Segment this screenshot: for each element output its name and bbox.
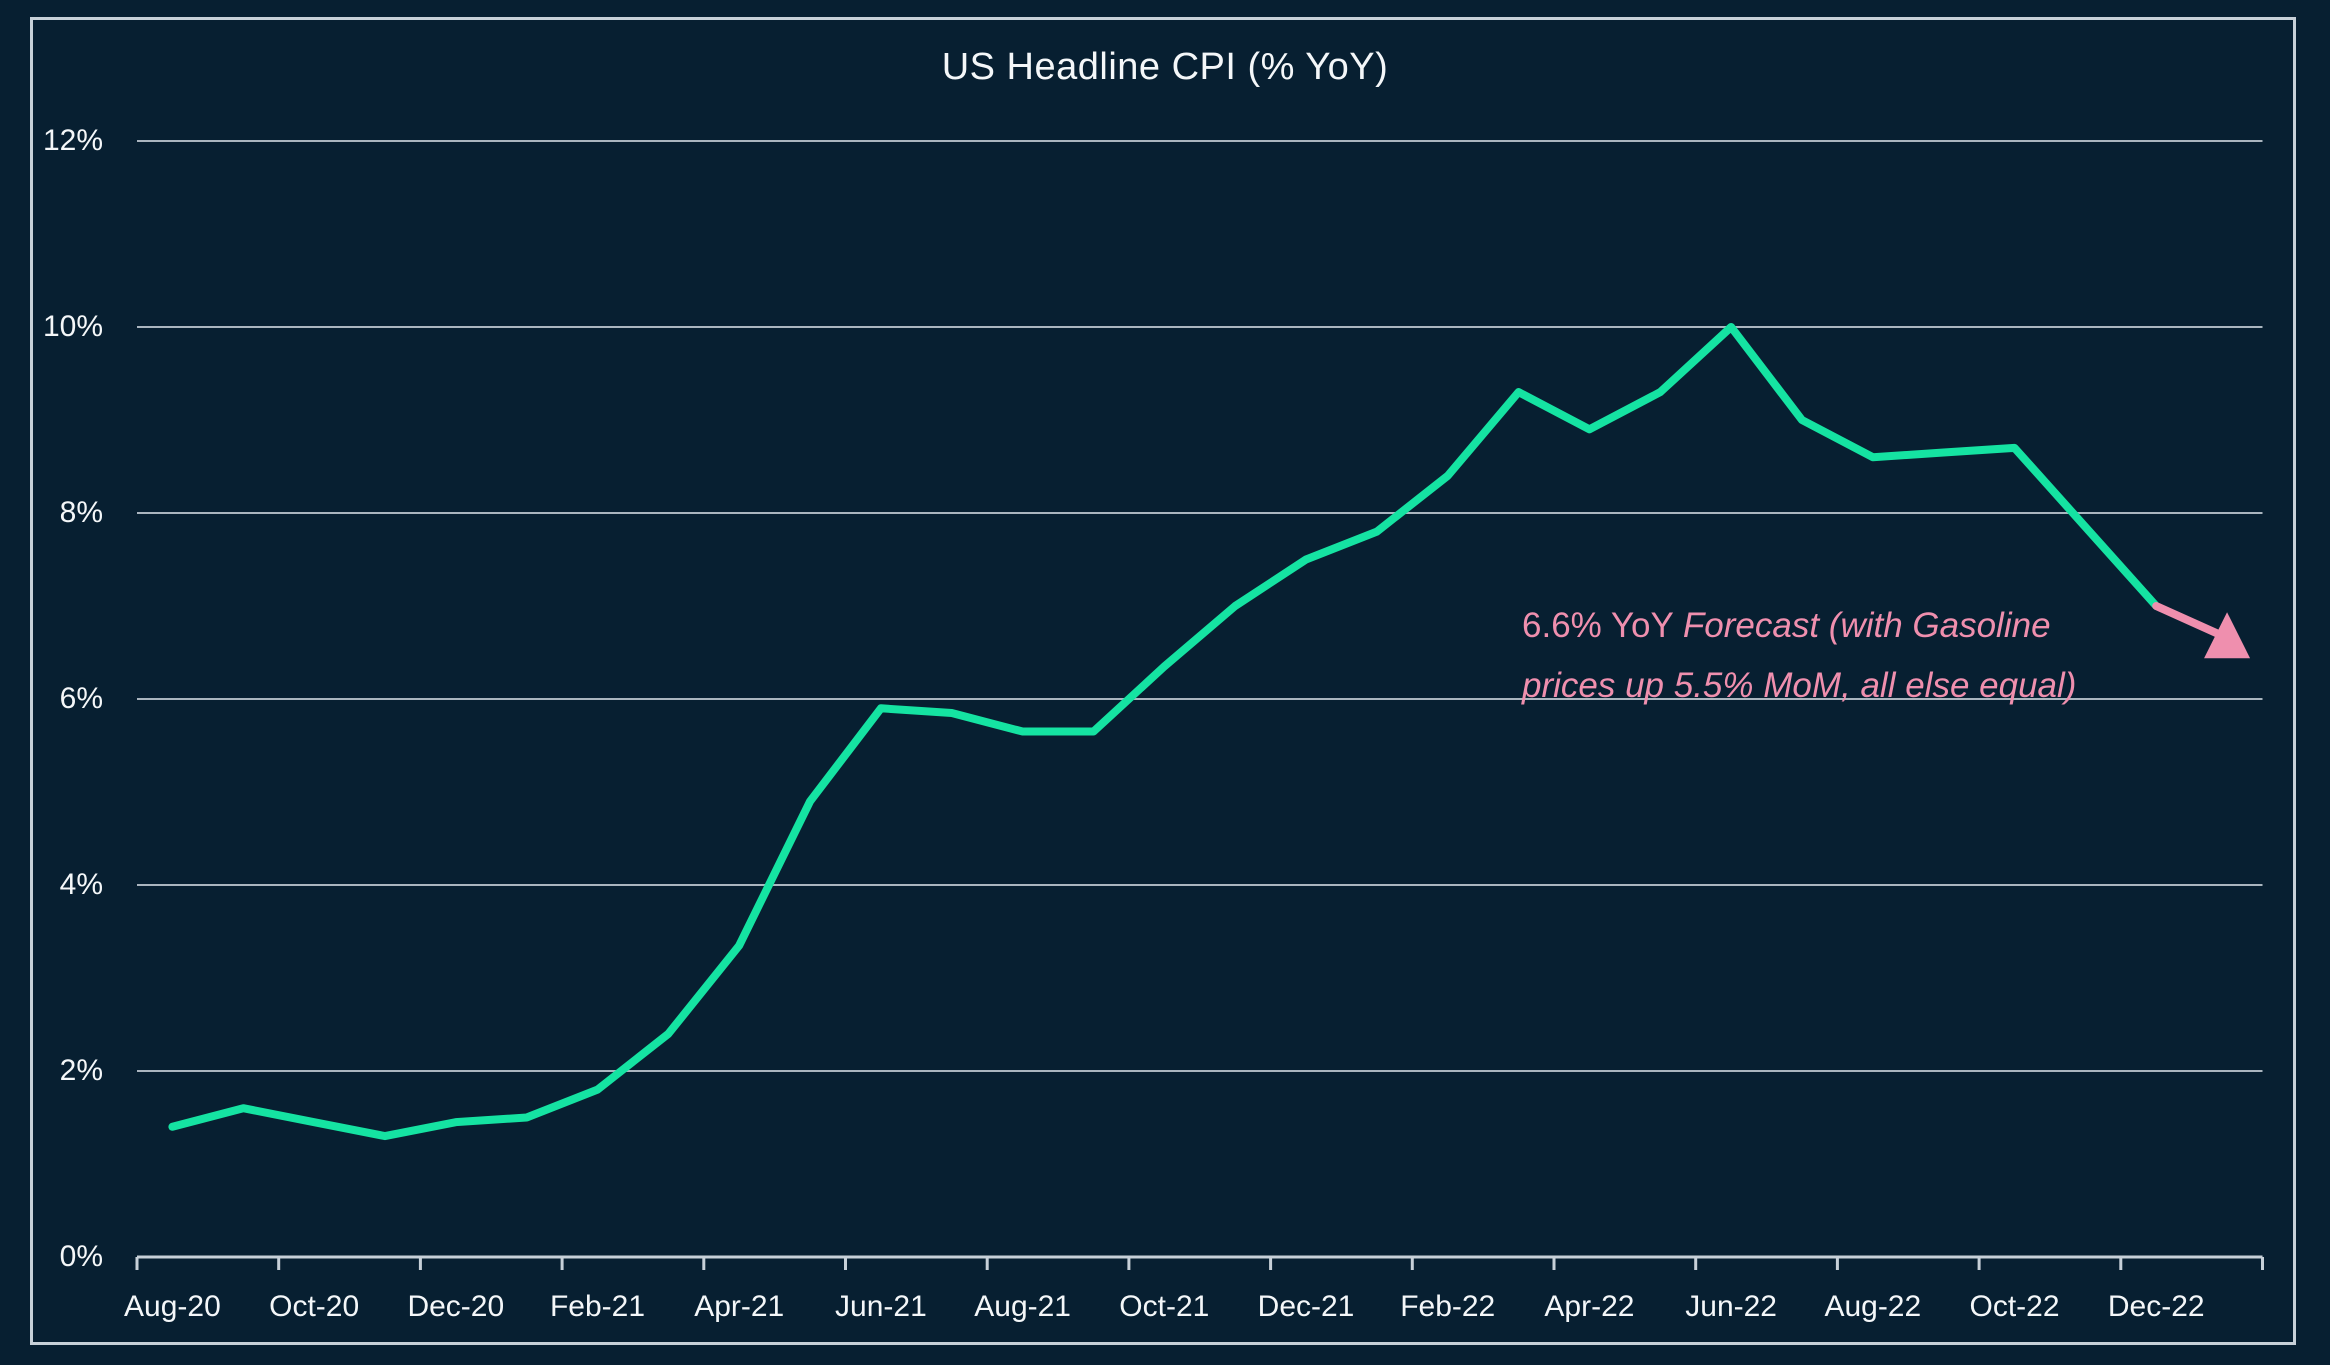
x-tick-label-Jun-22: Jun-22 bbox=[1685, 1290, 1777, 1323]
x-tick-label-Oct-20: Oct-20 bbox=[269, 1290, 360, 1323]
y-tick-label-10pct: 10% bbox=[42, 310, 103, 343]
x-tick-label-Dec-20: Dec-20 bbox=[407, 1290, 505, 1323]
x-tick-label-Feb-22: Feb-22 bbox=[1400, 1290, 1496, 1323]
y-tick-label-4pct: 4% bbox=[59, 868, 103, 901]
x-tick-label-Aug-22: Aug-22 bbox=[1824, 1290, 1922, 1323]
x-tick-label-Apr-22: Apr-22 bbox=[1544, 1290, 1635, 1323]
x-tick-label-Aug-20: Aug-20 bbox=[124, 1290, 221, 1323]
x-tick-label-Feb-21: Feb-21 bbox=[549, 1290, 646, 1323]
x-tick-label-Jun-21: Jun-21 bbox=[835, 1290, 927, 1323]
x-tick-label-Oct-21: Oct-21 bbox=[1119, 1290, 1210, 1323]
x-tick-label-Oct-22: Oct-22 bbox=[1969, 1290, 2060, 1323]
forecast-marker-triangle bbox=[2204, 612, 2251, 659]
y-tick-label-8pct: 8% bbox=[59, 496, 103, 529]
y-tick-label-0pct: 0% bbox=[59, 1240, 103, 1273]
y-tick-label-2pct: 2% bbox=[59, 1054, 103, 1087]
forecast-annotation: 6.6% YoY Forecast (with Gasoline prices … bbox=[1522, 596, 2076, 716]
x-tick-label-Dec-22: Dec-22 bbox=[2107, 1290, 2205, 1323]
x-tick-label-Apr-21: Apr-21 bbox=[694, 1290, 785, 1323]
forecast-annotation-value: 6.6% YoY bbox=[1522, 606, 1683, 645]
y-tick-label-12pct: 12% bbox=[42, 124, 103, 157]
forecast-annotation-note1: Forecast (with Gasoline bbox=[1682, 606, 2051, 645]
forecast-annotation-note2: prices up 5.5% MoM, all else equal) bbox=[1522, 666, 2077, 705]
y-tick-label-6pct: 6% bbox=[59, 682, 103, 715]
x-tick-label-Aug-21: Aug-21 bbox=[974, 1290, 1071, 1323]
x-tick-label-Dec-21: Dec-21 bbox=[1257, 1290, 1355, 1323]
forecast-annotation-line1: 6.6% YoY Forecast (with Gasoline bbox=[1522, 596, 2076, 656]
actual-cpi-line bbox=[168, 323, 2161, 1141]
chart-frame bbox=[30, 17, 2296, 1345]
chart-title: US Headline CPI (% YoY) bbox=[941, 46, 1389, 88]
forecast-line bbox=[2152, 602, 2226, 640]
